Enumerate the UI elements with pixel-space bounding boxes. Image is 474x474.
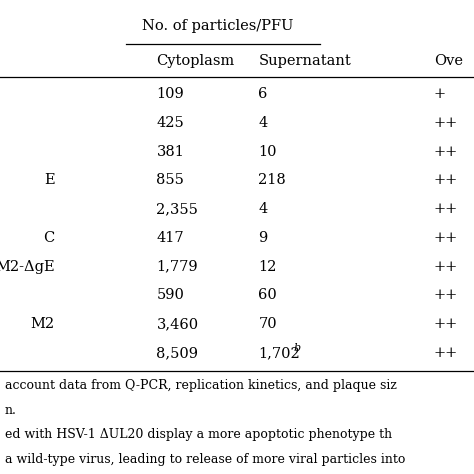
Text: 417: 417	[156, 231, 184, 245]
Text: 4: 4	[258, 116, 268, 130]
Text: ++: ++	[434, 260, 458, 273]
Text: ++: ++	[434, 288, 458, 302]
Text: 218: 218	[258, 173, 286, 187]
Text: M2: M2	[30, 317, 55, 331]
Text: n.: n.	[5, 404, 17, 417]
Text: +: +	[434, 87, 446, 101]
Text: 8,509: 8,509	[156, 346, 199, 360]
Text: 1,779: 1,779	[156, 260, 198, 273]
Text: 70: 70	[258, 317, 277, 331]
Text: a wild-type virus, leading to release of more viral particles into: a wild-type virus, leading to release of…	[5, 453, 405, 466]
Text: 12: 12	[258, 260, 277, 273]
Text: account data from Q-PCR, replication kinetics, and plaque siz: account data from Q-PCR, replication kin…	[5, 379, 397, 392]
Text: 4: 4	[258, 202, 268, 216]
Text: Cytoplasm: Cytoplasm	[156, 54, 235, 68]
Text: 60: 60	[258, 288, 277, 302]
Text: 6: 6	[258, 87, 268, 101]
Text: ++: ++	[434, 317, 458, 331]
Text: 425: 425	[156, 116, 184, 130]
Text: M2-ΔgE: M2-ΔgE	[0, 260, 55, 273]
Text: ++: ++	[434, 145, 458, 159]
Text: No. of particles/PFU: No. of particles/PFU	[142, 19, 294, 33]
Text: 2,355: 2,355	[156, 202, 198, 216]
Text: ++: ++	[434, 202, 458, 216]
Text: ++: ++	[434, 116, 458, 130]
Text: 855: 855	[156, 173, 184, 187]
Text: Ove: Ove	[434, 54, 463, 68]
Text: 1,702: 1,702	[258, 346, 300, 360]
Text: ++: ++	[434, 346, 458, 360]
Text: E: E	[44, 173, 55, 187]
Text: C: C	[43, 231, 55, 245]
Text: 9: 9	[258, 231, 268, 245]
Text: 3,460: 3,460	[156, 317, 199, 331]
Text: Supernatant: Supernatant	[258, 54, 351, 68]
Text: 10: 10	[258, 145, 277, 159]
Text: ++: ++	[434, 231, 458, 245]
Text: ed with HSV-1 ΔUL20 display a more apoptotic phenotype th: ed with HSV-1 ΔUL20 display a more apopt…	[5, 428, 392, 441]
Text: b: b	[294, 343, 301, 353]
Text: 109: 109	[156, 87, 184, 101]
Text: 381: 381	[156, 145, 184, 159]
Text: 590: 590	[156, 288, 184, 302]
Text: ++: ++	[434, 173, 458, 187]
